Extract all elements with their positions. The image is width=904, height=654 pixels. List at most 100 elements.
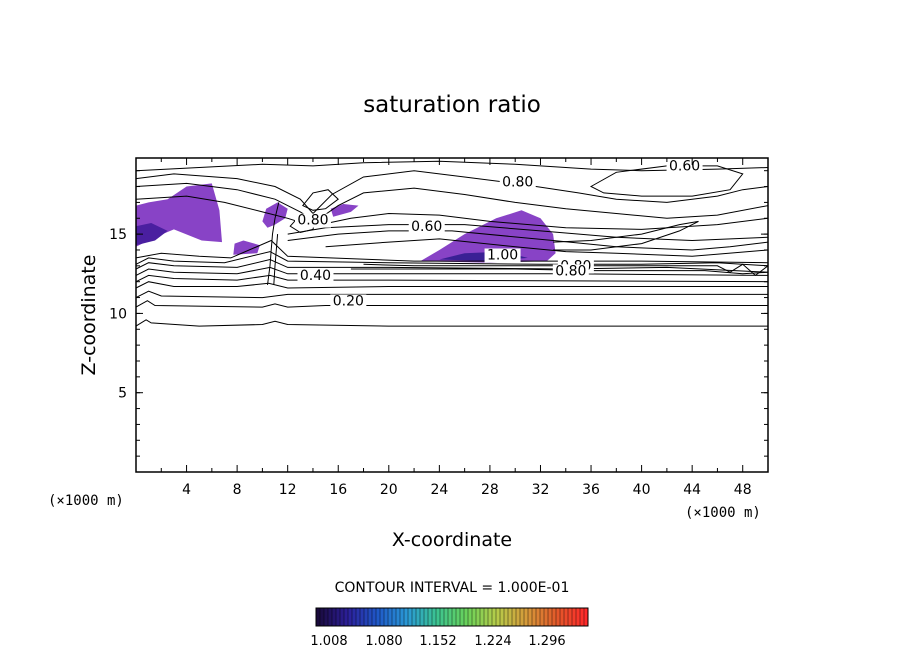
- colorbar-tick-label: 1.080: [365, 634, 402, 649]
- contour-line: [135, 170, 769, 215]
- plot-frame: [135, 157, 769, 473]
- colorbar-cell: [480, 608, 484, 626]
- colorbar-cell: [440, 608, 444, 626]
- contour-line: [135, 195, 769, 230]
- contour-label: 0.20: [333, 293, 364, 309]
- contour-labels: 0.200.400.600.600.800.800.800.801.00: [294, 159, 703, 309]
- colorbar-cell: [336, 608, 340, 626]
- colorbar-cell: [544, 608, 548, 626]
- colorbar-cell: [484, 608, 488, 626]
- colorbar-tick-label: 1.008: [310, 634, 347, 649]
- colorbar-cell: [552, 608, 556, 626]
- y-axis-label: Z-coordinate: [78, 255, 100, 376]
- contour-label-bg: [408, 219, 445, 234]
- contour-line: [135, 258, 769, 273]
- colorbar-cell: [556, 608, 560, 626]
- colorbar-cell: [520, 608, 524, 626]
- y-tick-label: 10: [109, 306, 127, 322]
- x-axis-ticks: 4 8 12 16 20 24 28 32 36 40 44 48: [160, 158, 752, 498]
- colorbar-tick-label: 1.296: [528, 634, 565, 649]
- supersaturation-regions: [136, 183, 556, 263]
- colorbar-cell: [388, 608, 392, 626]
- colorbar-cell: [380, 608, 384, 626]
- colorbar-cell: [368, 608, 372, 626]
- colorbar-cell: [404, 608, 408, 626]
- colorbar-cell: [548, 608, 552, 626]
- colorbar-cell: [348, 608, 352, 626]
- colorbar-cell: [316, 608, 320, 626]
- colorbar-cell: [376, 608, 380, 626]
- colorbar-cell: [460, 608, 464, 626]
- contour-label-bg: [484, 248, 521, 263]
- colorbar-cell: [540, 608, 544, 626]
- colorbar-cell: [420, 608, 424, 626]
- colorbar-cell: [432, 608, 436, 626]
- colorbar-cell: [524, 608, 528, 626]
- colorbar-frame: [315, 607, 589, 627]
- contour-label: 0.80: [297, 213, 328, 229]
- chart-title: saturation ratio: [363, 92, 541, 118]
- colorbar-cell: [532, 608, 536, 626]
- colorbar-cell: [400, 608, 404, 626]
- colorbar-cell: [584, 608, 588, 626]
- contour-line: [287, 230, 769, 251]
- x-tick-label: 48: [734, 482, 752, 498]
- colorbar-cell: [508, 608, 512, 626]
- colorbar-cell: [436, 608, 440, 626]
- x-tick-label: 32: [532, 482, 550, 498]
- contour-label-bg: [330, 294, 367, 309]
- contour-line: [135, 300, 768, 308]
- colorbar-cell: [560, 608, 564, 626]
- colorbar-cell: [340, 608, 344, 626]
- x-tick-label: 44: [683, 482, 701, 498]
- colorbar-cell: [516, 608, 520, 626]
- colorbar-cell: [428, 608, 432, 626]
- colorbar-tick-label: 1.224: [474, 634, 511, 649]
- y-axis-unit: (×1000 m): [48, 493, 124, 509]
- colorbar-cell: [384, 608, 388, 626]
- fill-region: [233, 240, 260, 255]
- contour-label: 0.80: [555, 263, 586, 279]
- contour-line: [135, 281, 768, 289]
- colorbar-cell: [448, 608, 452, 626]
- colorbar-cell: [492, 608, 496, 626]
- colorbar: [315, 608, 588, 626]
- contour-label-bg: [297, 269, 334, 284]
- colorbar-cell: [464, 608, 468, 626]
- contour-line: [135, 319, 768, 327]
- colorbar-cell: [472, 608, 476, 626]
- colorbar-cell: [488, 608, 492, 626]
- colorbar-cell: [456, 608, 460, 626]
- contour-line: [325, 238, 769, 257]
- x-tick-label: 24: [430, 482, 448, 498]
- x-tick-label: 8: [233, 482, 242, 498]
- fill-region: [420, 210, 556, 263]
- colorbar-cell: [564, 608, 568, 626]
- x-axis-unit: (×1000 m): [685, 505, 761, 521]
- colorbar-cell: [416, 608, 420, 626]
- colorbar-cell: [444, 608, 448, 626]
- contour-label: 0.80: [502, 175, 533, 191]
- colorbar-cell: [344, 608, 348, 626]
- colorbar-cell: [576, 608, 580, 626]
- colorbar-cell: [356, 608, 360, 626]
- contour-line: [287, 224, 769, 242]
- y-tick-label: 15: [109, 227, 127, 243]
- fill-core: [136, 223, 168, 246]
- x-tick-label: 20: [380, 482, 398, 498]
- colorbar-tick-label: 1.152: [419, 634, 456, 649]
- contour-line: [135, 290, 768, 299]
- colorbar-cell: [328, 608, 332, 626]
- contour-label: 1.00: [487, 247, 518, 263]
- x-tick-label: 28: [481, 482, 499, 498]
- contour-line: [135, 274, 769, 283]
- colorbar-cell: [476, 608, 480, 626]
- colorbar-cell: [496, 608, 500, 626]
- colorbar-cell: [392, 608, 396, 626]
- colorbar-cell: [512, 608, 516, 626]
- contour-interval-note: CONTOUR INTERVAL = 1.000E-01: [335, 580, 570, 596]
- contour-line: [135, 182, 769, 222]
- contour-label-bg: [552, 264, 589, 279]
- colorbar-labels: 1.008 1.080 1.152 1.224 1.296: [310, 634, 565, 649]
